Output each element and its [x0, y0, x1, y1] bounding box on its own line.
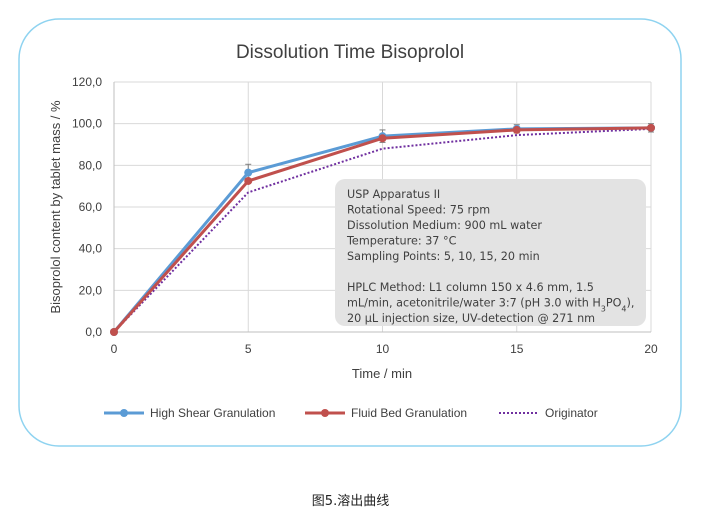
y-tick-label: 80,0	[79, 158, 103, 172]
data-point	[647, 123, 655, 132]
legend-label: High Shear Granulation	[150, 406, 275, 420]
y-tick-label: 60,0	[79, 200, 103, 214]
annotation-line: mL/min, acetonitrile/water 3:7 (pH 3.0 w…	[347, 297, 634, 314]
y-tick-labels: 0,0 20,0 40,0 60,0 80,0 100,0 120,0	[72, 75, 102, 339]
legend-marker	[321, 409, 329, 417]
legend: High Shear Granulation Fluid Bed Granulat…	[104, 406, 598, 420]
x-axis-label: Time / min	[352, 366, 412, 381]
annotation-box	[335, 179, 646, 326]
annotation-line: Temperature: 37 °C	[346, 235, 457, 248]
data-point	[512, 125, 521, 134]
x-tick-label: 20	[644, 342, 658, 356]
x-tick-label: 0	[111, 342, 118, 356]
data-point	[378, 134, 387, 143]
annotation-line: HPLC Method: L1 column 150 x 4.6 mm, 1.5	[347, 281, 594, 294]
figure-caption: 图5.溶出曲线	[311, 494, 390, 509]
x-tick-labels: 0 5 10 15 20	[111, 342, 658, 356]
legend-label: Originator	[545, 406, 598, 420]
series-line	[113, 127, 652, 333]
annotation-line: Rotational Speed: 75 rpm	[347, 204, 490, 217]
y-tick-label: 100,0	[72, 117, 102, 131]
data-point	[244, 176, 253, 185]
annotation-line: Dissolution Medium: 900 mL water	[347, 219, 542, 232]
series-lines	[110, 123, 655, 336]
y-tick-label: 120,0	[72, 75, 102, 89]
data-point	[244, 168, 253, 177]
series-fluid-bed-granulation	[110, 123, 655, 336]
data-point	[110, 328, 118, 336]
axes	[113, 82, 651, 333]
series-originator	[113, 127, 652, 333]
annotation-line: 20 μL injection size, UV-detection @ 271…	[347, 312, 595, 325]
annotation-line: Sampling Points: 5, 10, 15, 20 min	[347, 250, 540, 263]
y-tick-label: 40,0	[79, 242, 103, 256]
y-tick-label: 20,0	[79, 283, 103, 297]
y-tick-label: 0,0	[85, 325, 102, 339]
x-tick-label: 5	[245, 342, 252, 356]
annotation-line: USP Apparatus II	[347, 188, 440, 201]
legend-label: Fluid Bed Granulation	[351, 406, 467, 420]
legend-marker	[120, 409, 128, 417]
chart-title: Dissolution Time Bisoprolol	[236, 42, 464, 63]
x-tick-label: 10	[376, 342, 390, 356]
x-tick-label: 15	[510, 342, 524, 356]
y-axis-label: Bisoprolol content by tablet mass / %	[48, 100, 63, 314]
method-annotation: USP Apparatus II Rotational Speed: 75 rpm…	[335, 179, 646, 326]
